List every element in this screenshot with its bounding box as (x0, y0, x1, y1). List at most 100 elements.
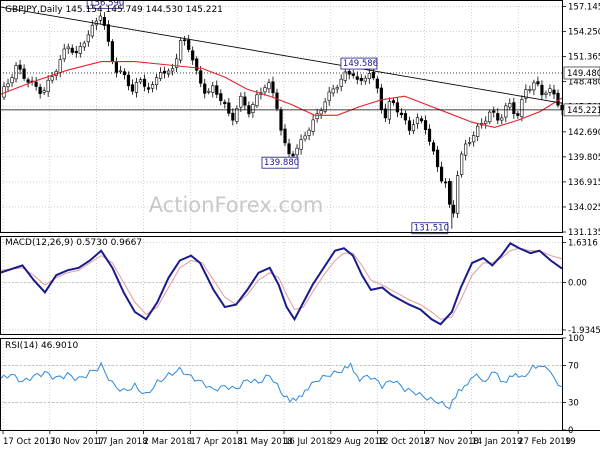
x-tick-label: 17 Oct 2017 (3, 437, 56, 447)
candle-body (295, 147, 299, 156)
candle-body (126, 74, 131, 87)
candle-body (6, 83, 10, 88)
candle-body (431, 142, 436, 152)
candle-body (427, 128, 432, 142)
candle-body (231, 112, 235, 121)
candle-body (223, 101, 227, 105)
candle-body (58, 59, 62, 74)
price-y-tick-label: 142.690 (568, 128, 600, 138)
x-tick-label: 14 Jan 2019 (471, 437, 522, 447)
candle-body (512, 102, 516, 115)
candle-body (34, 81, 38, 87)
candle-body (162, 70, 167, 74)
low-annotation-box (411, 222, 449, 235)
candle-body (528, 89, 532, 91)
macd-y-tick-label: 0.00 (568, 279, 587, 289)
candle-body (387, 101, 391, 120)
candle-body (339, 78, 343, 87)
candle-body (335, 87, 339, 90)
price-panel: 157.145154.250151.365148.480145.595142.6… (0, 0, 600, 238)
candle-body (443, 181, 448, 184)
price-y-tick-label: 148.480 (568, 78, 600, 88)
candle-body (540, 84, 544, 96)
candle-body (195, 58, 199, 71)
x-tick-label: 12 Oct 2018 (378, 437, 431, 447)
candle-body (14, 65, 18, 80)
swing-high-annotation-box (340, 57, 378, 70)
rsi-y-tick-label: 100 (568, 334, 584, 344)
candle-body (536, 81, 540, 85)
candle-body (10, 77, 14, 84)
candle-body (171, 68, 175, 72)
candle-body (90, 24, 94, 37)
candle-body (488, 111, 492, 123)
candle-body (411, 124, 416, 132)
main-panel-frame (0, 0, 563, 233)
candle-body (62, 48, 66, 60)
candle-body (118, 70, 123, 73)
price-y-tick-label: 151.365 (568, 53, 600, 63)
candle-body (415, 117, 420, 124)
x-tick-label: 31 May 2018 (237, 437, 292, 447)
candle-body (279, 109, 283, 131)
candle-body (187, 39, 191, 50)
x-tick-label: 30 Nov 2017 (50, 437, 104, 447)
candle-body (500, 117, 504, 121)
candle-body (154, 77, 159, 86)
candle-body (508, 103, 512, 108)
candle-body (207, 90, 211, 93)
high-annotation-box (86, 0, 124, 9)
candle-body (110, 41, 114, 62)
candle-body (355, 76, 359, 80)
candle-body (311, 119, 315, 132)
candle-body (26, 79, 30, 83)
swing-high-annotation-label: 149.586 (343, 59, 378, 69)
candle-body (323, 101, 327, 112)
candle-body (452, 204, 456, 214)
macd-signal-line (0, 247, 563, 320)
x-tick-label: 19 (565, 437, 576, 447)
candle-body (175, 58, 179, 68)
candle-body (464, 143, 468, 156)
macd-panel-title: MACD(12,26,9) 0.5730 0.9667 (5, 238, 142, 248)
candle-body (219, 93, 223, 102)
candle-body (114, 61, 119, 73)
candle-body (524, 89, 528, 99)
macd-panel: 1.6316 0.00 -1.9345 (0, 239, 600, 336)
price-y-tick-label: 131.135 (568, 228, 600, 238)
candle-body (255, 94, 259, 106)
candle-body (343, 71, 347, 81)
rsi-y-tick-label: 30 (568, 398, 579, 408)
candle-body (263, 87, 267, 93)
frame-layer (0, 0, 600, 431)
candle-body (275, 92, 279, 109)
candle-body (476, 125, 480, 137)
candle-body (142, 78, 147, 87)
candle-body (419, 118, 424, 122)
candle-body (472, 135, 476, 143)
candle-body (227, 102, 231, 114)
candle-body (447, 181, 452, 205)
candle-body (235, 108, 239, 122)
candle-body (2, 86, 6, 98)
low-annotation-label: 131.510 (414, 224, 449, 234)
candle-body (403, 113, 408, 121)
candle-body (331, 88, 335, 94)
candle-body (215, 85, 219, 95)
candle-body (548, 88, 552, 93)
candle-body (179, 40, 183, 61)
candle-body (271, 81, 275, 94)
watermark-text: ActionForex.com (149, 193, 324, 217)
x-tick-label: 17 Apr 2018 (190, 437, 243, 447)
candle-body (82, 42, 86, 48)
candle-body (552, 89, 556, 95)
candle-body (544, 92, 548, 95)
candle-body (183, 39, 187, 42)
candle-body (504, 105, 508, 118)
rsi-line (0, 361, 563, 410)
high-annotation-label: 156.590 (89, 0, 124, 8)
